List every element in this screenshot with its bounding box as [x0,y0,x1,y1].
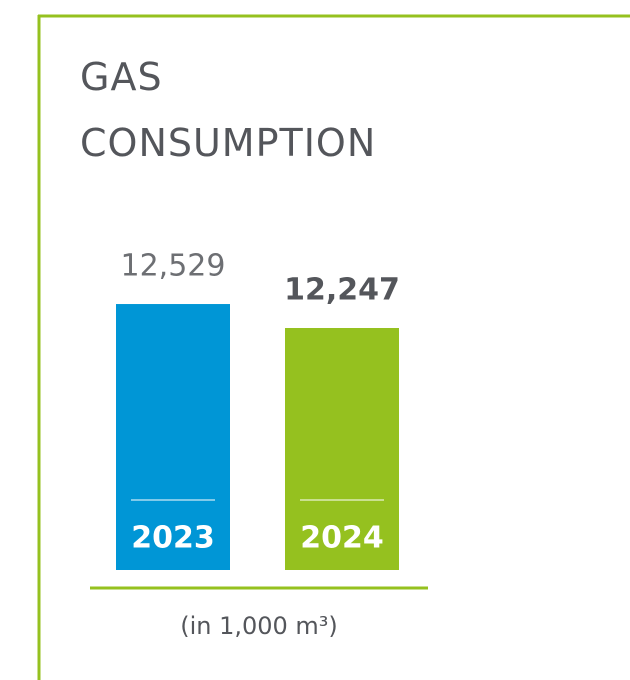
chart-title: GAS CONSUMPTION [80,55,377,165]
category-label: 2024 [300,521,384,556]
bar [285,328,399,570]
value-label: 12,247 [284,273,400,308]
bar [116,304,230,570]
unit-label: (in 1,000 m³) [180,612,338,640]
value-label: 12,529 [121,249,226,284]
category-label: 2023 [131,521,215,556]
